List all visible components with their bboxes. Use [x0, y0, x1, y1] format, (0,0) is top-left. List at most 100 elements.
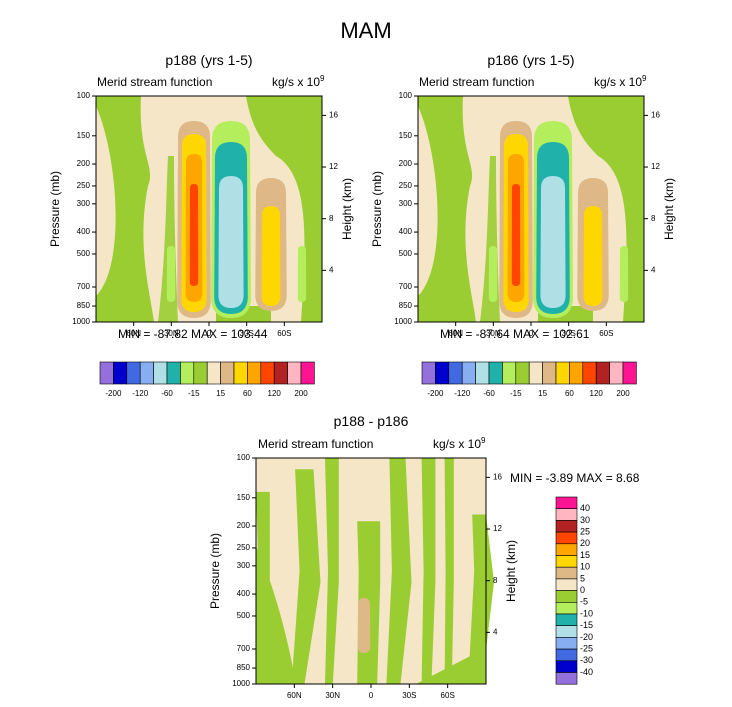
colorbar-box — [555, 496, 578, 509]
colorbar-label: 30 — [580, 515, 590, 525]
y-tick-label: 100 — [77, 91, 91, 100]
y-tick-label: 150 — [237, 493, 251, 502]
y-tick-label: 250 — [77, 181, 91, 190]
contour-cell — [488, 246, 498, 302]
y-tick-label: 700 — [77, 282, 91, 291]
colorbar-box — [193, 361, 208, 385]
x-tick-label: 0 — [369, 691, 374, 700]
x-tick-label: 0 — [207, 329, 212, 338]
y2-tick-label: 8 — [493, 576, 498, 585]
y2-tick-label: 8 — [651, 214, 656, 223]
y-tick-label: 850 — [237, 663, 251, 672]
y-tick-label: 100 — [399, 91, 413, 100]
colorbar-box — [515, 361, 530, 385]
colorbar-box — [555, 520, 578, 533]
y-tick-label: 700 — [237, 644, 251, 653]
colorbar-label: -200 — [427, 389, 444, 398]
colorbar-label: -60 — [161, 389, 173, 398]
y2-tick-label: 16 — [329, 110, 338, 119]
contour-band — [468, 514, 494, 684]
panel-3-stats: MIN = -3.89 MAX = 8.68 — [510, 471, 640, 485]
contour-band — [416, 648, 486, 684]
colorbar-box — [555, 578, 578, 591]
y-tick-label: 1000 — [394, 317, 412, 326]
colorbar-box — [555, 531, 578, 545]
colorbar-box — [435, 361, 450, 385]
colorbar-box — [180, 361, 195, 385]
x-tick-label: 0 — [529, 329, 534, 338]
x-tick-label: 60N — [126, 329, 141, 338]
colorbar-label: 60 — [565, 389, 574, 398]
colorbar-box — [555, 672, 578, 685]
contour-cell — [357, 598, 371, 653]
y2-tick-label: 16 — [493, 472, 502, 481]
colorbar-box — [247, 361, 262, 385]
colorbar-box — [153, 361, 168, 385]
colorbar-box — [448, 361, 463, 385]
y-tick-label: 200 — [399, 159, 413, 168]
colorbar-label: 60 — [243, 389, 252, 398]
colorbar-box — [555, 660, 578, 673]
plot-panel-3 — [252, 457, 494, 688]
panel-2-title: p186 (yrs 1-5) — [487, 52, 575, 68]
y-tick-label: 150 — [77, 131, 91, 140]
y2-tick-label: 12 — [329, 162, 338, 171]
colorbar-label: -40 — [580, 667, 593, 677]
colorbar-box — [555, 590, 578, 603]
x-tick-label: 60S — [441, 691, 455, 700]
y2-tick-label: 12 — [651, 162, 660, 171]
panel-2-units: kg/s x 109 — [594, 74, 647, 89]
contour-cell — [619, 246, 629, 302]
panel-3-left-label: Merid stream function — [258, 437, 374, 451]
contour-band — [256, 546, 296, 684]
colorbar-label: 15 — [216, 389, 225, 398]
colorbar-label: -30 — [580, 655, 593, 665]
y-tick-label: 700 — [399, 282, 413, 291]
y-tick-label: 850 — [399, 301, 413, 310]
y2-axis-title: Height (km) — [662, 178, 676, 240]
x-tick-label: 30S — [402, 691, 416, 700]
panel-3-units: kg/s x 109 — [433, 436, 486, 451]
y-tick-label: 400 — [399, 227, 413, 236]
colorbar-box — [99, 361, 114, 385]
colorbar-box — [260, 361, 275, 385]
colorbar-box — [113, 361, 128, 385]
colorbar-box — [542, 361, 557, 385]
contour-cell — [297, 246, 307, 302]
contour-cell — [511, 184, 521, 286]
y2-tick-label: 4 — [329, 265, 334, 274]
contour-cell — [218, 176, 244, 308]
contour-band — [568, 96, 644, 322]
x-tick-label: 30N — [325, 691, 340, 700]
contour-band — [418, 96, 476, 322]
colorbar-box — [555, 566, 578, 580]
colorbar-box — [502, 361, 517, 385]
x-tick-label: 60S — [277, 329, 291, 338]
colorbar-label: 0 — [580, 585, 585, 595]
colorbar-box — [300, 361, 315, 385]
contour-cell — [261, 206, 281, 306]
colorbar-box — [622, 361, 637, 385]
contour-cell — [540, 176, 566, 308]
x-tick-label: 30S — [562, 329, 576, 338]
colorbar-label: 20 — [580, 538, 590, 548]
colorbar-box — [555, 648, 578, 662]
colorbar-box — [555, 601, 578, 615]
colorbar-box — [528, 361, 543, 385]
colorbar-box — [582, 361, 597, 385]
contour-band — [421, 458, 436, 684]
colorbar-box — [287, 361, 302, 385]
colorbar-box — [555, 543, 578, 556]
y2-axis-title: Height (km) — [340, 178, 354, 240]
colorbar-label: -15 — [580, 620, 593, 630]
contour-band — [325, 458, 339, 684]
x-tick-label: 60N — [448, 329, 463, 338]
contour-band — [96, 96, 154, 322]
y-tick-label: 500 — [237, 611, 251, 620]
colorbar-box — [569, 361, 584, 385]
y-tick-label: 200 — [237, 521, 251, 530]
x-tick-label: 30S — [240, 329, 254, 338]
y-tick-label: 250 — [237, 543, 251, 552]
colorbar-box — [555, 637, 578, 650]
colorbar-label: 200 — [616, 389, 630, 398]
